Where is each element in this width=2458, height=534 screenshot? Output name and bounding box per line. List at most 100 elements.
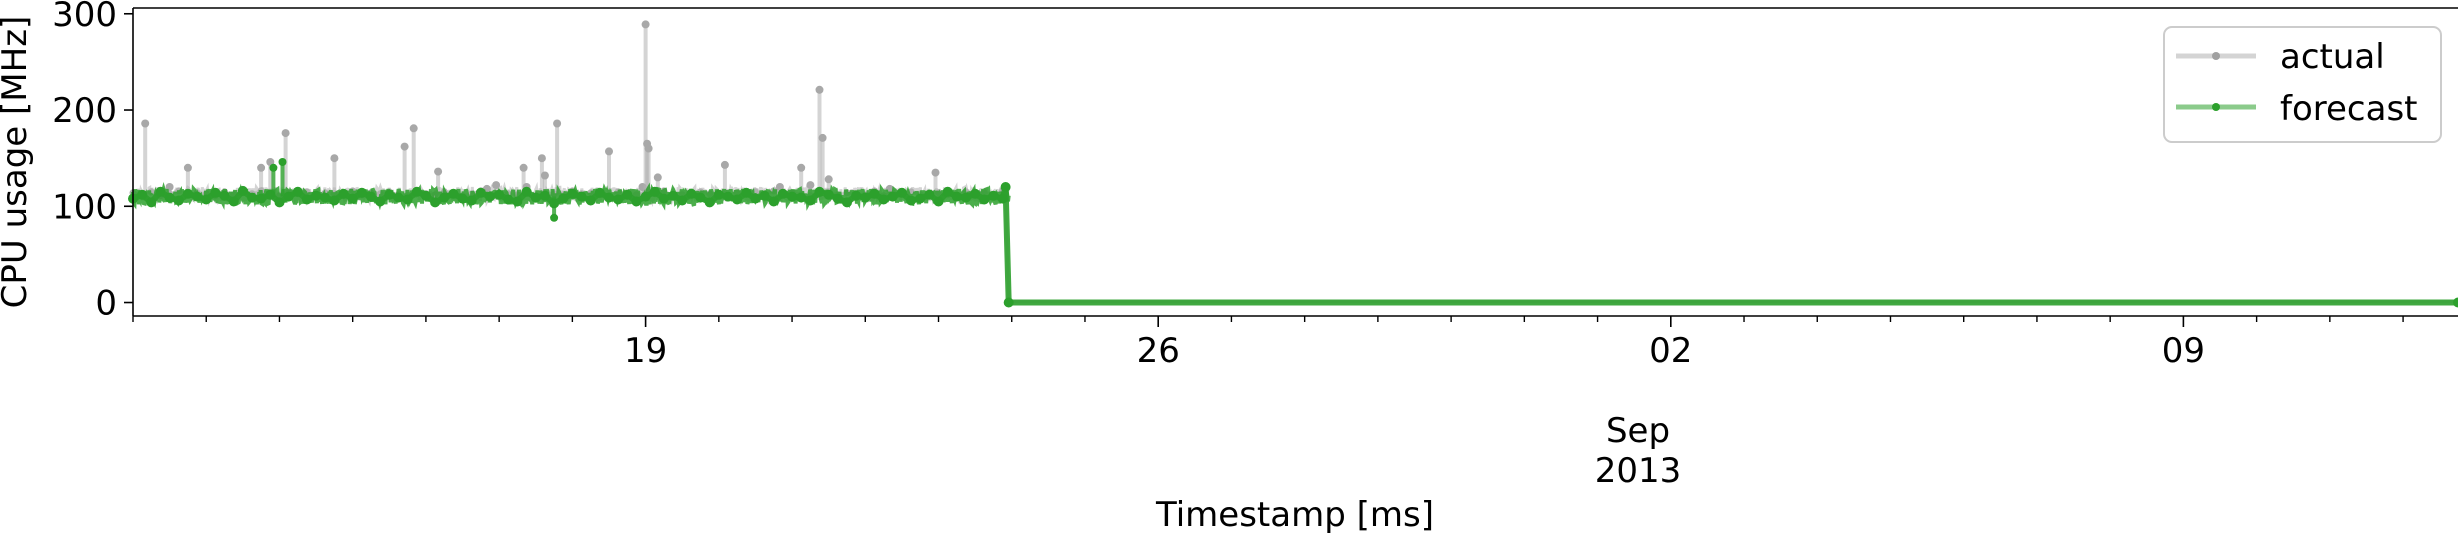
data-point-forecast: [210, 187, 221, 198]
spike-point-actual: [815, 85, 824, 94]
data-point-forecast: [228, 196, 239, 207]
spike-point-actual: [409, 124, 418, 133]
y-tick-label: 0: [95, 284, 117, 324]
data-point-forecast: [604, 192, 614, 203]
data-point-forecast: [475, 187, 486, 198]
data-point-forecast: [869, 188, 880, 199]
data-point-forecast: [832, 193, 843, 204]
data-point-forecast: [979, 194, 990, 205]
data-point-forecast: [320, 192, 331, 203]
data-point-forecast: [1000, 182, 1011, 192]
data-point-forecast: [393, 192, 404, 203]
data-point-forecast: [805, 195, 816, 206]
data-point-forecast: [567, 188, 578, 199]
spike-point-actual: [400, 142, 409, 151]
data-point-forecast: [640, 191, 651, 202]
data-point-forecast: [457, 193, 468, 204]
y-axis-label: CPU usage [MHz]: [0, 16, 35, 309]
data-point-forecast: [887, 191, 898, 202]
y-axis-ticks: 0 100 200 300: [52, 0, 133, 324]
data-point-forecast: [668, 190, 679, 201]
spike-point-actual: [183, 163, 192, 172]
spike-point-forecast: [550, 213, 559, 222]
data-point-forecast: [576, 191, 587, 202]
data-point-forecast: [686, 188, 697, 199]
data-point-forecast: [448, 188, 459, 199]
y-tick-label: 300: [52, 0, 117, 35]
data-point-forecast: [997, 193, 1008, 204]
data-point-forecast: [356, 187, 367, 198]
x-tick-label: 19: [624, 331, 667, 371]
series-forecast: [128, 158, 2458, 308]
data-point-forecast: [494, 189, 505, 200]
data-point-forecast: [713, 189, 724, 200]
data-point-forecast: [292, 186, 303, 197]
data-point-forecast: [2453, 297, 2458, 308]
spike-point-actual: [653, 173, 662, 182]
spike-point-actual: [818, 133, 827, 142]
data-point-forecast: [759, 190, 770, 201]
data-point-forecast: [961, 192, 971, 203]
legend: actual forecast: [2163, 26, 2442, 143]
x-axis-label: Timestamp [ms]: [1155, 495, 1434, 534]
spike-point-actual: [257, 163, 266, 172]
data-point-forecast: [155, 186, 166, 197]
axes-frame: [132, 7, 2458, 317]
data-point-forecast: [732, 194, 743, 205]
data-point-forecast: [384, 189, 395, 200]
data-point-forecast: [951, 191, 962, 202]
spike-point-actual: [330, 154, 339, 163]
legend-marker-actual: [2212, 52, 2220, 60]
spike-point-actual: [434, 167, 443, 176]
spike-point-actual: [720, 160, 729, 169]
data-point-forecast: [512, 196, 523, 207]
spike-point-actual: [806, 181, 815, 190]
data-point-forecast: [329, 195, 340, 206]
spike-point-actual: [537, 154, 546, 163]
spike-point-actual: [931, 168, 940, 177]
series-layer: [128, 20, 2458, 308]
data-point-forecast: [521, 186, 532, 197]
data-point-forecast: [247, 192, 257, 203]
plot-area: [133, 8, 2458, 316]
data-point-forecast: [164, 192, 175, 203]
data-point-forecast: [631, 196, 642, 207]
data-point-forecast: [649, 186, 660, 197]
data-point-forecast: [274, 197, 285, 208]
spike-point-actual: [553, 119, 562, 128]
data-point-forecast: [796, 192, 807, 203]
x-axis-ticks: 19 26 02 09: [132, 316, 2404, 371]
data-point-forecast: [301, 194, 312, 205]
legend-label-actual: actual: [2280, 37, 2385, 77]
data-point-forecast: [539, 190, 550, 201]
data-point-forecast: [677, 195, 688, 206]
data-point-forecast: [823, 189, 834, 200]
data-point-forecast: [503, 194, 514, 205]
data-point-forecast: [906, 195, 917, 206]
data-point-forecast: [411, 186, 422, 197]
data-point-forecast: [787, 191, 798, 202]
spike-point-actual: [540, 171, 549, 180]
data-point-forecast: [924, 189, 935, 200]
spike-point-actual: [797, 163, 806, 172]
data-point-forecast: [814, 186, 825, 197]
x-tick-label: 02: [1649, 331, 1692, 371]
data-point-forecast: [485, 191, 495, 202]
x-tick-label: 09: [2162, 331, 2205, 371]
data-point-forecast: [237, 185, 248, 196]
data-point-forecast: [366, 191, 376, 202]
spike-point-actual: [492, 181, 501, 190]
data-point-forecast: [896, 187, 907, 198]
data-point-forecast: [311, 190, 322, 201]
data-point-forecast: [439, 192, 450, 203]
data-point-forecast: [915, 193, 926, 204]
data-point-forecast: [146, 197, 157, 208]
data-point-forecast: [942, 186, 953, 197]
data-point-forecast: [347, 193, 358, 204]
data-point-forecast: [192, 191, 203, 202]
data-point-forecast: [704, 197, 715, 208]
spike-point-actual: [641, 20, 650, 29]
data-point-forecast: [201, 194, 212, 205]
data-point-forecast: [613, 194, 624, 205]
